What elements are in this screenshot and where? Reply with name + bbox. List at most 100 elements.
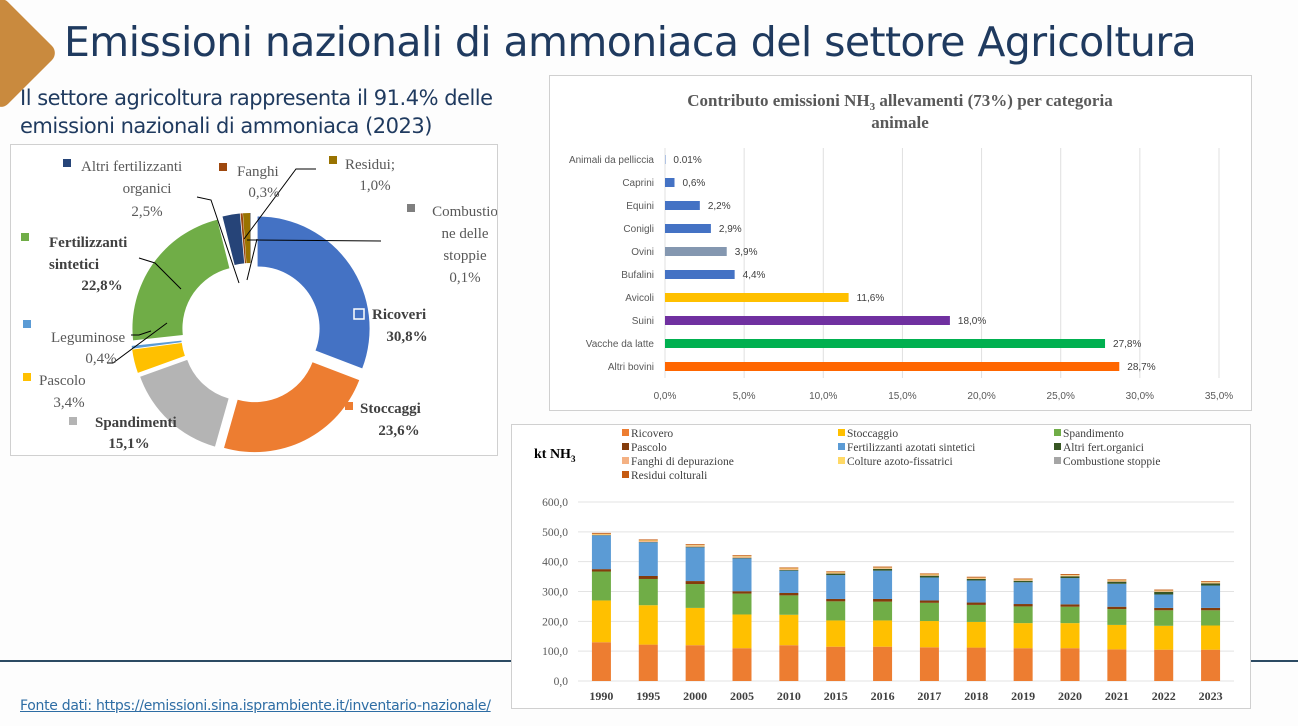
- stacked-segment: [779, 568, 799, 570]
- stacked-segment: [873, 601, 893, 621]
- stacked-segment: [638, 541, 658, 542]
- stacked-segment: [966, 577, 986, 579]
- donut-slice-2: [140, 359, 229, 447]
- stacked-xtick: 2019: [1011, 689, 1035, 703]
- hbar-category-label: Suini: [632, 316, 654, 327]
- donut-label-8: Residui;: [345, 157, 395, 173]
- stacked-segment: [873, 598, 893, 602]
- hbar-xtick: 10,0%: [809, 391, 837, 402]
- legend-swatch-4: [23, 320, 31, 328]
- stacked-segment: [1060, 648, 1080, 681]
- stacked-segment: [966, 580, 986, 603]
- stacked-segment: [966, 647, 986, 681]
- stacked-legend-swatch: [622, 443, 629, 450]
- stacked-segment: [591, 600, 611, 643]
- hbar-category-label: Animali da pelliccia: [569, 155, 654, 166]
- stacked-segment: [685, 544, 705, 546]
- leader-line-4: [138, 257, 182, 290]
- stacked-xtick: 2010: [777, 689, 801, 703]
- stacked-legend-swatch: [838, 429, 845, 436]
- stacked-legend-swatch: [1054, 429, 1061, 436]
- legend-swatch-0: [353, 308, 365, 320]
- donut-label-2: Spandimenti: [95, 415, 177, 431]
- stacked-chart: kt NH3 Ricovero Stoccaggio Spandimento Pasc…: [534, 428, 1234, 703]
- stacked-segment: [1201, 582, 1221, 584]
- stacked-segment: [591, 571, 611, 601]
- stacked-legend-swatch: [1054, 457, 1061, 464]
- stacked-segment: [919, 647, 939, 681]
- donut-value-6: 2,5%: [131, 204, 162, 220]
- stacked-segment: [1107, 649, 1127, 681]
- stacked-segment: [1107, 581, 1127, 582]
- stacked-xtick: 2020: [1058, 689, 1082, 703]
- stacked-chart-panel: kt NH3 Ricovero Stoccaggio Spandimento Pasc…: [511, 424, 1251, 709]
- stacked-legend-swatch: [622, 429, 629, 436]
- stacked-ylabel: kt NH3: [534, 447, 576, 464]
- hbar-value-label: 2,9%: [719, 224, 742, 235]
- donut-label-6: organici: [123, 181, 172, 197]
- hbar-xtick: 5,0%: [733, 391, 756, 402]
- stacked-segment: [1201, 583, 1221, 586]
- donut-slice-9: [250, 213, 251, 264]
- stacked-legend-label: Fertilizzanti azotati sintetici: [847, 442, 975, 454]
- donut-slice-1: [224, 362, 360, 453]
- leader-line-3: [246, 239, 382, 242]
- stacked-segment: [591, 534, 611, 536]
- hbar-bar: [665, 362, 1120, 371]
- donut-value-8: 1,0%: [359, 178, 390, 194]
- hbar-bar: [665, 293, 849, 302]
- source-link[interactable]: Fonte dati: https://emissioni.sina.ispra…: [20, 698, 491, 714]
- stacked-segment: [873, 567, 893, 569]
- stacked-xtick: 2023: [1199, 689, 1223, 703]
- hbar-value-label: 27,8%: [1113, 339, 1141, 350]
- stacked-legend-swatch: [622, 471, 629, 478]
- donut-label-3: Pascolo: [39, 373, 86, 389]
- stacked-segment: [919, 573, 939, 575]
- stacked-segment: [1154, 607, 1174, 611]
- hbar-bar: [665, 178, 675, 187]
- stacked-segment: [1201, 585, 1221, 608]
- donut-slice-3: [132, 343, 185, 373]
- stacked-segment: [826, 572, 846, 574]
- donut-value-1: 23,6%: [378, 423, 419, 439]
- donut-value-3: 3,4%: [53, 395, 84, 411]
- stacked-ytick: 200,0: [542, 616, 568, 628]
- stacked-segment: [685, 584, 705, 608]
- donut-slice-5: [132, 219, 230, 341]
- stacked-segment: [779, 645, 799, 681]
- hbar-xtick: 30,0%: [1126, 391, 1154, 402]
- hbar-bar: [665, 224, 711, 233]
- stacked-segment: [1060, 576, 1080, 579]
- stacked-legend-label: Residui colturali: [631, 470, 707, 482]
- stacked-segment: [826, 601, 846, 621]
- donut-label-9: ne delle: [441, 226, 488, 242]
- stacked-segment: [1060, 606, 1080, 624]
- stacked-segment: [732, 591, 752, 594]
- donut-value-0: 30,8%: [386, 329, 427, 345]
- donut-value-2: 15,1%: [108, 436, 149, 452]
- hbar-title: Contributo emissioni NH3 allevamenti (73…: [687, 91, 1113, 113]
- donut-label-4: Leguminose: [51, 330, 125, 346]
- hbar-category-label: Altri bovini: [608, 362, 654, 373]
- stacked-segment: [591, 533, 611, 535]
- stacked-legend-swatch: [622, 457, 629, 464]
- legend-swatch-6: [63, 159, 71, 167]
- donut-label-9: stoppie: [443, 248, 487, 264]
- stacked-segment: [919, 621, 939, 648]
- stacked-segment: [826, 571, 846, 573]
- stacked-segment: [1201, 625, 1221, 650]
- hbar-category-label: Equini: [626, 201, 654, 212]
- hbar-value-label: 18,0%: [958, 316, 986, 327]
- donut-label-0: Ricoveri: [372, 307, 426, 323]
- stacked-segment: [638, 644, 658, 681]
- stacked-segment: [873, 568, 893, 571]
- stacked-legend-label: Pascolo: [631, 442, 667, 454]
- stacked-segment: [1060, 574, 1080, 575]
- stacked-segment: [779, 595, 799, 615]
- stacked-segment: [779, 592, 799, 596]
- stacked-segment: [685, 546, 705, 548]
- stacked-segment: [1154, 649, 1174, 681]
- stacked-segment: [732, 614, 752, 649]
- hbar-title-line2: animale: [871, 113, 929, 132]
- hbar-bar: [665, 339, 1106, 348]
